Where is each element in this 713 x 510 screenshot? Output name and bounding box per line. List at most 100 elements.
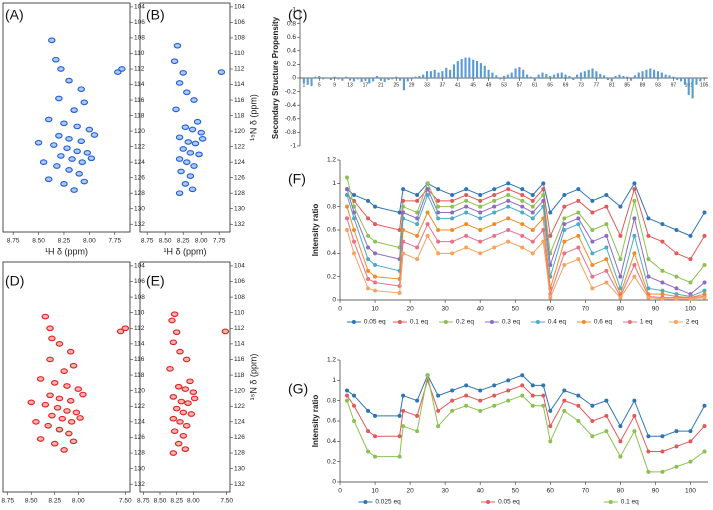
- data-point: [604, 268, 609, 273]
- data-point: [590, 403, 595, 408]
- data-point: [345, 204, 350, 209]
- data-point: [632, 187, 637, 192]
- data-point: [562, 222, 567, 227]
- data-point: [576, 419, 581, 423]
- data-point: [702, 403, 707, 408]
- data-point: [530, 210, 535, 215]
- data-point: [590, 239, 595, 244]
- data-point: [660, 239, 665, 244]
- x-tick-label: 13: [347, 82, 353, 88]
- x-tick-label: 8.75: [7, 238, 20, 245]
- data-point: [530, 198, 535, 203]
- data-point: [345, 228, 350, 232]
- data-point: [352, 239, 357, 244]
- legend-label: 0.4 eq: [548, 319, 566, 326]
- bar: [306, 78, 309, 85]
- y-tick-label: -0.2: [285, 88, 297, 95]
- peak: [197, 129, 205, 136]
- peak: [172, 106, 180, 113]
- bar: [518, 67, 521, 78]
- bar: [472, 59, 475, 78]
- data-point: [415, 216, 420, 221]
- x-tick-label: 93: [655, 82, 661, 88]
- bar: [626, 76, 629, 78]
- bar: [341, 78, 344, 81]
- bar: [645, 69, 648, 78]
- peak: [69, 362, 78, 369]
- data-point: [450, 216, 455, 221]
- peak: [179, 146, 187, 152]
- data-point: [674, 296, 679, 301]
- data-point: [576, 198, 581, 203]
- bar: [483, 65, 486, 78]
- y-tick-label: 110: [234, 309, 245, 316]
- data-point: [345, 216, 350, 221]
- bar: [499, 78, 502, 80]
- data-point: [562, 239, 567, 244]
- x-tick-label: 8.50: [154, 498, 167, 505]
- x-tick-label: 50: [512, 488, 520, 495]
- data-point: [660, 268, 665, 273]
- peak: [221, 328, 230, 335]
- data-point: [401, 393, 406, 398]
- data-point: [618, 295, 623, 300]
- data-point: [352, 216, 357, 221]
- legend-label: 2 eq: [686, 319, 699, 326]
- data-point: [541, 228, 546, 232]
- x-tick-label: 8.25: [170, 498, 183, 505]
- peak: [65, 430, 73, 437]
- data-point: [397, 413, 402, 418]
- data-point: [425, 193, 430, 197]
- data-point: [590, 274, 595, 279]
- data-point: [660, 296, 665, 301]
- panel-title: (E): [146, 273, 165, 289]
- data-point: [345, 393, 350, 398]
- y-tick-label: 122: [234, 143, 245, 150]
- peak: [50, 379, 59, 386]
- peak: [170, 311, 179, 318]
- data-point: [520, 210, 525, 215]
- y-tick-label: 0.8: [327, 203, 336, 210]
- peak: [63, 145, 71, 152]
- bar: [595, 71, 598, 78]
- data-point: [401, 204, 406, 209]
- y-tick-label: 106: [234, 19, 245, 26]
- data-point: [530, 216, 535, 221]
- peak: [80, 178, 89, 185]
- peak: [170, 428, 179, 435]
- data-point: [604, 222, 609, 227]
- panel-title: (G): [288, 381, 308, 397]
- data-point: [604, 204, 609, 209]
- x-tick-label: 8.75: [1, 498, 14, 505]
- x-tick-label: 100: [685, 488, 696, 495]
- bar: [618, 74, 621, 78]
- x-tick-label: 97: [671, 82, 677, 88]
- x-tick-label: 50: [512, 306, 520, 313]
- bar: [310, 78, 313, 87]
- peak: [174, 440, 183, 447]
- data-point: [373, 274, 378, 279]
- data-point: [492, 383, 497, 388]
- data-point: [401, 424, 406, 429]
- panel-title: (B): [146, 7, 165, 23]
- data-point: [352, 228, 357, 232]
- bar: [672, 76, 675, 78]
- data-point: [436, 424, 441, 429]
- peak: [80, 99, 89, 106]
- legend-label: 0.1 eq: [410, 319, 428, 326]
- data-point: [464, 198, 469, 203]
- data-point: [548, 295, 553, 300]
- legend-label: 0.2 eq: [456, 319, 474, 326]
- data-point: [506, 198, 511, 203]
- bar: [429, 71, 432, 78]
- bar: [572, 78, 575, 81]
- data-point: [541, 239, 546, 244]
- data-point: [660, 292, 665, 297]
- peak: [186, 173, 195, 179]
- data-point: [436, 251, 441, 256]
- data-point: [425, 373, 430, 378]
- peak: [85, 126, 94, 133]
- peak: [46, 325, 54, 332]
- data-point: [520, 222, 525, 227]
- data-point: [401, 251, 406, 256]
